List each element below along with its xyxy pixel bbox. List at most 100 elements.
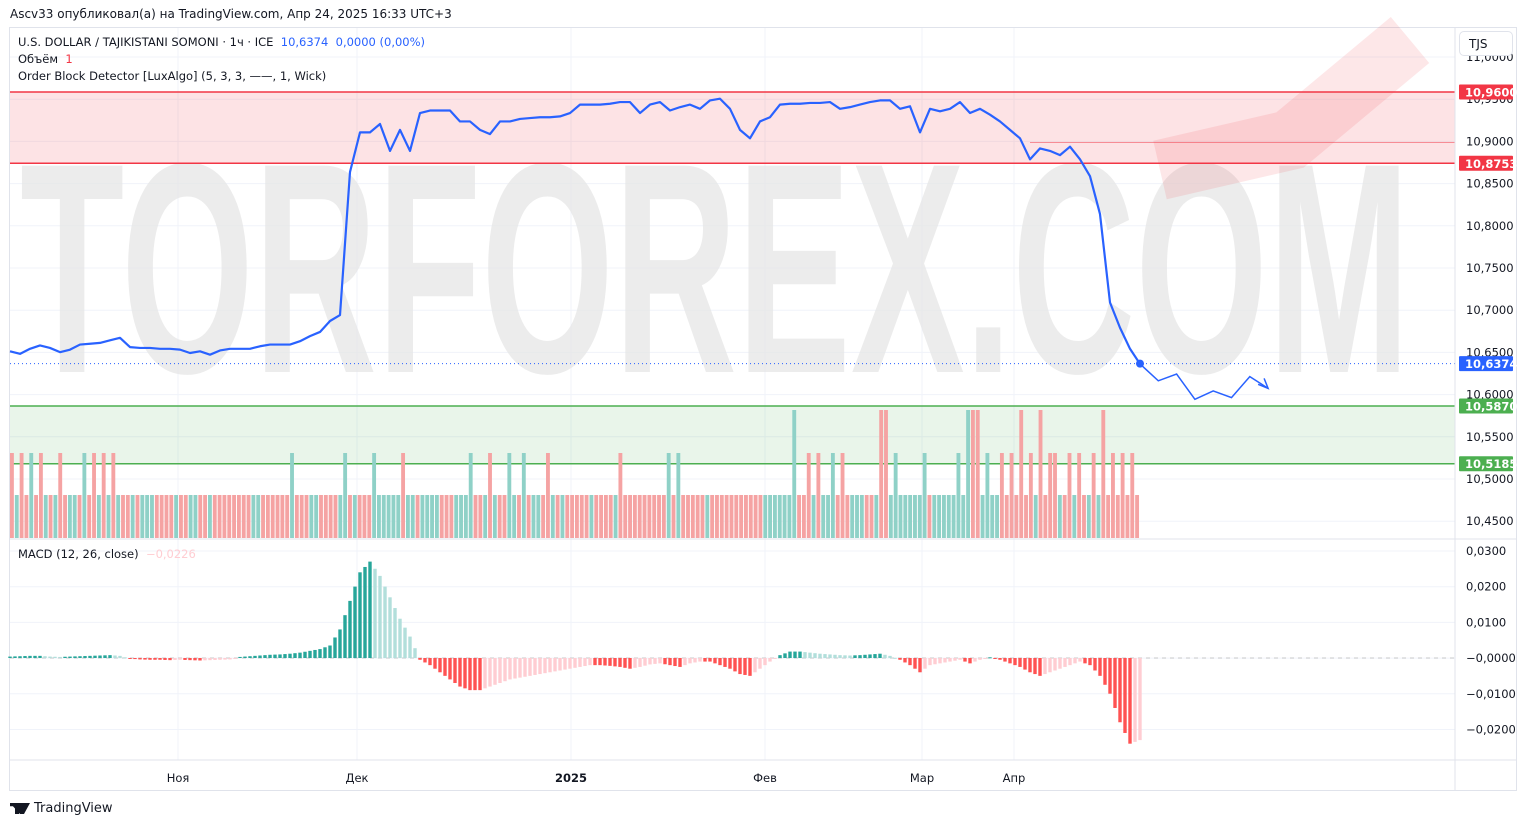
macd-histogram-bar [1063,658,1067,667]
price-tick: 10,7000 [1466,303,1514,317]
macd-histogram-bar [658,658,662,664]
macd-histogram-bar [553,658,557,672]
volume-bar [801,495,806,538]
volume-bar [792,410,797,538]
macd-histogram-bar [923,658,927,669]
macd-histogram-bar [413,648,417,658]
volume-bar [575,495,579,538]
macd-histogram-bar [788,651,792,658]
price-tick: 10,6000 [1466,388,1514,402]
macd-histogram-bar [153,658,157,660]
volume-bar [463,495,468,538]
tradingview-brand[interactable]: TradingView [10,801,113,816]
volume-bar [888,495,893,538]
volume-bar [739,495,744,538]
macd-histogram-bar [1078,658,1082,662]
macd-histogram-bar [453,658,457,683]
volume-bar [961,495,966,538]
volume-bar [265,495,270,538]
volume-bar [140,495,145,538]
volume-bar [613,495,618,538]
macd-histogram-bar [633,658,637,668]
macd-histogram-bar [728,658,732,669]
macd-histogram-bar [1113,658,1117,708]
macd-histogram-bar [688,658,692,664]
time-tick: Мар [910,771,934,785]
macd-histogram-bar [903,658,907,663]
macd-histogram-bar [8,656,12,658]
macd-histogram-bar [668,658,672,666]
macd-histogram-bar [423,658,427,663]
volume-bar [488,453,492,538]
macd-histogram-bar [503,658,507,682]
volume-bar [241,495,246,538]
volume-bar [676,453,681,538]
macd-histogram-bar [638,658,642,667]
macd-histogram-bar [383,586,387,658]
macd-histogram-bar [88,655,92,658]
volume-bar [63,495,67,538]
macd-histogram-bar [13,656,17,658]
volume-bar [58,453,63,538]
macd-histogram-bar [398,618,402,658]
macd-histogram-bar [708,658,712,662]
volume-bar [454,495,459,538]
volume-bar [183,495,188,538]
volume-bar [53,495,58,538]
macd-legend: MACD (12, 26, close) −0,0226 [18,547,196,561]
volume-bar [502,495,507,538]
macd-histogram-bar [833,654,837,658]
volume-bar [96,495,101,538]
volume-bar [603,495,608,538]
volume-bar [1024,495,1028,538]
volume-bar [236,495,241,538]
macd-histogram-bar [1123,658,1127,733]
symbol-legend: U.S. DOLLAR / TAJIKISTANI SOMONI · 1ч · … [18,35,425,49]
macd-histogram-bar [968,658,972,664]
volume-bar [227,495,232,538]
macd-histogram-bar [653,658,657,664]
volume-bar [570,495,575,538]
macd-histogram-bar [743,658,747,675]
macd-histogram-bar [748,658,752,676]
macd-histogram-bar [978,658,982,660]
volume-bar [261,495,265,538]
macd-histogram-bar [1058,658,1062,669]
indicator-legend: Order Block Detector [LuxAlgo] (5, 3, 3,… [18,69,327,83]
macd-histogram-bar [248,656,252,658]
volume-bar [966,410,971,538]
macd-histogram-bar [313,649,317,658]
macd-histogram-bar [783,653,787,658]
macd-histogram-bar [648,658,652,665]
volume-bar [835,495,840,538]
macd-histogram-bar [68,656,72,658]
macd-histogram-bar [818,653,822,658]
ob-bottom-tag [1459,155,1513,171]
volume-bar [338,495,343,538]
volume-bar [652,495,657,538]
volume-bar [768,495,773,538]
volume-bar [855,495,859,538]
volume-bar [893,453,898,538]
price-tick: 10,8500 [1466,177,1514,191]
volume-bar [1057,495,1062,538]
macd-histogram-bar [803,652,807,658]
macd-histogram-bar [1048,658,1052,673]
price-tick: 10,7500 [1466,261,1514,275]
macd-histogram-bar [233,658,237,659]
macd-histogram-bar [1128,658,1132,744]
volume-bar [642,495,647,538]
time-tick: 2025 [555,771,587,785]
volume-bar [546,453,550,538]
currency-button[interactable]: TJS [1459,31,1513,56]
time-tick: Дек [345,771,368,785]
volume-bar [323,495,328,538]
volume-bar [29,453,34,538]
macd-histogram-bar [288,653,292,658]
volume-bar [695,495,700,538]
macd-histogram-bar [808,652,812,658]
macd-histogram-bar [868,654,872,658]
volume-bar [333,495,338,538]
volume-bar [232,495,236,538]
